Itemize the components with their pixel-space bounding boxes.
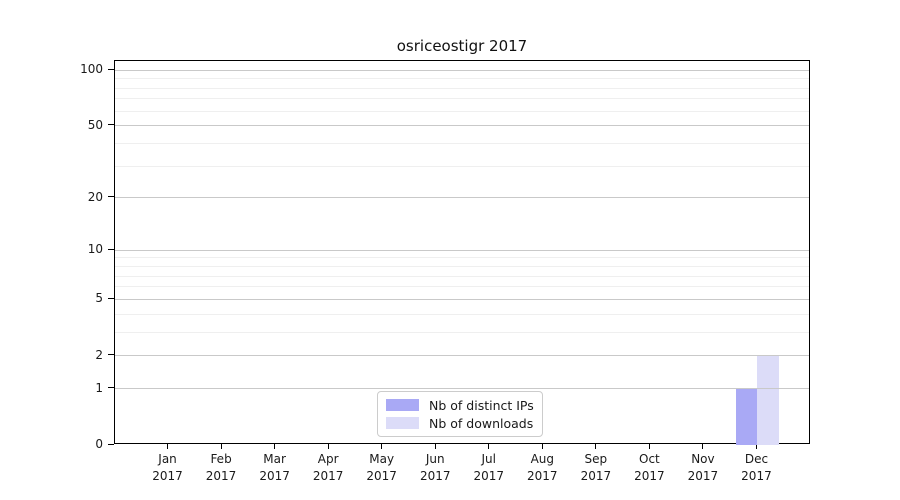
x-tick <box>648 444 650 449</box>
bar-nb-of-distinct-ips <box>736 388 758 445</box>
x-tick-label-line: Aug <box>530 452 555 466</box>
x-tick-label: Jan 2017 <box>136 451 200 485</box>
x-tick <box>434 444 436 449</box>
x-tick <box>702 444 704 449</box>
y-tick-label: 20 <box>87 189 103 204</box>
x-tick-label-line: Apr <box>317 452 339 466</box>
y-tick <box>108 196 114 198</box>
y-gridline-minor <box>115 275 809 277</box>
y-tick-label: 1 <box>95 380 103 395</box>
y-tick-label: 100 <box>80 62 103 77</box>
x-tick-label-line: 2017 <box>527 469 558 483</box>
y-gridline-major <box>115 355 809 357</box>
x-tick-label: Sep 2017 <box>564 451 628 485</box>
y-gridline-minor <box>115 331 809 333</box>
y-gridline-minor <box>115 78 809 80</box>
y-tick <box>108 124 114 126</box>
x-tick-label: Nov 2017 <box>671 451 735 485</box>
x-tick-label: May 2017 <box>350 451 414 485</box>
x-tick-label-line: 2017 <box>205 469 237 483</box>
x-tick-label-line: 2017 <box>473 469 505 483</box>
legend-swatch <box>386 417 419 429</box>
y-gridline-minor <box>115 98 809 100</box>
chart-title: osriceostigr 2017 <box>396 37 528 55</box>
x-tick <box>381 444 383 449</box>
y-gridline-major <box>115 388 809 390</box>
legend: Nb of distinct IPs Nb of downloads <box>377 391 543 437</box>
x-tick-label: Jun 2017 <box>403 451 467 485</box>
x-tick-label-line: Dec <box>744 452 769 466</box>
x-tick-label-line: Sep <box>584 452 608 466</box>
x-tick-label-line: Jan <box>158 452 177 466</box>
y-gridline-minor <box>115 257 809 259</box>
x-tick <box>167 444 169 449</box>
legend-label: Nb of downloads <box>429 415 534 431</box>
legend-label: Nb of distinct IPs <box>429 397 534 413</box>
y-gridline-major <box>115 125 809 127</box>
x-tick <box>274 444 276 449</box>
y-tick-label: 2 <box>95 347 103 362</box>
x-tick-label-line: 2017 <box>634 469 665 483</box>
y-gridline-major <box>115 69 809 71</box>
y-gridline-major <box>115 249 809 251</box>
x-tick-label: Jul 2017 <box>457 451 521 485</box>
x-tick-label-line: 2017 <box>366 469 397 483</box>
y-tick <box>108 354 114 356</box>
x-tick-label-line: Feb <box>210 452 232 466</box>
legend-swatch <box>386 399 419 411</box>
x-tick-label-line: 2017 <box>580 469 612 483</box>
x-tick-label: Feb 2017 <box>189 451 253 485</box>
x-tick-label-line: Nov <box>691 452 715 466</box>
y-tick-label: 0 <box>95 437 103 451</box>
x-tick-label-line: 2017 <box>259 469 290 483</box>
x-tick-label-line: Mar <box>263 452 286 466</box>
x-tick <box>488 444 490 449</box>
y-tick-label: 5 <box>95 291 103 306</box>
x-tick <box>220 444 222 449</box>
legend-item: Nb of downloads <box>386 415 534 432</box>
x-tick <box>327 444 329 449</box>
y-tick <box>108 248 114 250</box>
y-gridline-minor <box>115 286 809 288</box>
x-tick-label-line: Jun <box>425 452 445 466</box>
x-tick-label-line: Oct <box>639 452 660 466</box>
x-tick-label: Oct 2017 <box>617 451 681 485</box>
y-gridline-minor <box>115 87 809 89</box>
y-tick <box>108 68 114 70</box>
y-gridline-major <box>115 197 809 199</box>
bar-nb-of-downloads <box>757 355 779 445</box>
y-tick <box>108 387 114 389</box>
x-tick-label: Mar 2017 <box>243 451 307 485</box>
x-tick-label-line: 2017 <box>312 469 344 483</box>
x-tick-label-line: 2017 <box>687 469 719 483</box>
x-tick <box>541 444 543 449</box>
x-tick-label-line: 2017 <box>152 469 183 483</box>
y-tick-label: 10 <box>87 242 103 257</box>
x-tick <box>755 444 757 449</box>
x-tick-label-line: May <box>369 452 395 466</box>
x-tick-label-line: 2017 <box>419 469 451 483</box>
y-gridline-minor <box>115 110 809 112</box>
x-tick-label: Aug 2017 <box>510 451 574 485</box>
y-tick <box>108 297 114 299</box>
y-tick-label: 50 <box>87 117 103 132</box>
plot-area <box>114 60 810 445</box>
y-gridline-major <box>115 298 809 300</box>
y-gridline-minor <box>115 165 809 167</box>
x-tick-label: Dec 2017 <box>724 451 788 485</box>
x-tick <box>595 444 597 449</box>
y-tick <box>108 443 114 445</box>
y-gridline-minor <box>115 142 809 144</box>
x-tick-label-line: 2017 <box>741 469 772 483</box>
y-gridline-minor <box>115 313 809 315</box>
x-tick-label: Apr 2017 <box>296 451 360 485</box>
legend-item: Nb of distinct IPs <box>386 397 534 414</box>
y-gridline-minor <box>115 266 809 268</box>
x-tick-label-line: Jul <box>481 452 496 466</box>
